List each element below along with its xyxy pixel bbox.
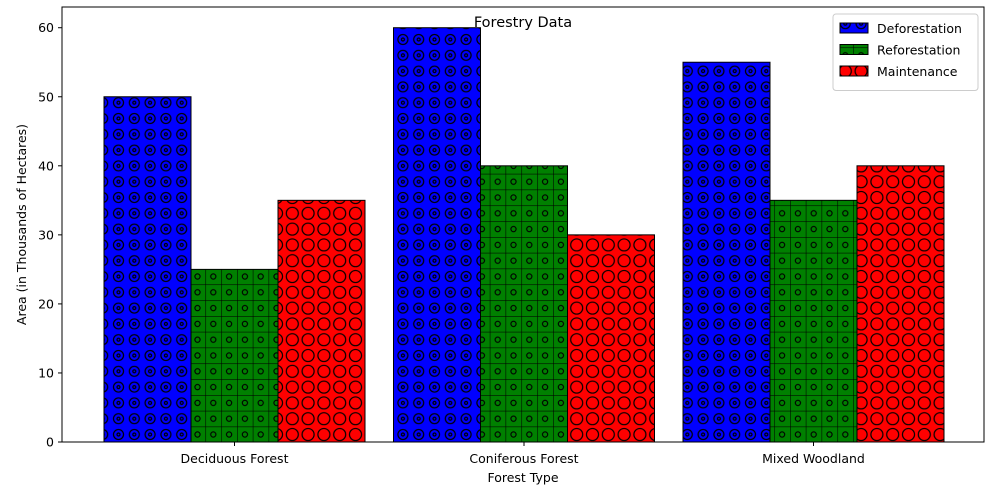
bar-reforestation-coniferous-forest [480, 165, 568, 443]
bar-deforestation-deciduous-forest [103, 96, 192, 443]
legend-item-reforestation: Reforestation [839, 43, 960, 58]
x-tick-label: Deciduous Forest [181, 451, 289, 466]
bar-reforestation-deciduous-forest [190, 268, 279, 443]
legend-label: Maintenance [877, 64, 958, 79]
plot-frame [61, 6, 985, 443]
legend-item-deforestation: Deforestation [839, 21, 962, 36]
legend-item-maintenance: Maintenance [839, 64, 958, 79]
x-axis: Deciduous Forest Coniferous Forest Mixed W… [181, 442, 865, 466]
x-tick-label: Mixed Woodland [762, 451, 865, 466]
chart-title: Forestry Data [474, 15, 572, 31]
bar-hatch [393, 27, 481, 443]
bar-hatch [769, 199, 858, 443]
x-tick-label: Coniferous Forest [469, 451, 578, 466]
bar-deforestation-coniferous-forest [393, 27, 481, 443]
bar-hatch [480, 165, 568, 443]
legend-swatch-hatch [839, 22, 869, 34]
legend: Deforestation Reforestation Maintenance [832, 13, 979, 91]
bar-maintenance-coniferous-forest [567, 234, 655, 443]
bar-deforestation-mixed-woodland [682, 61, 771, 443]
bar-hatch [682, 61, 771, 443]
x-axis-label: Forest Type [487, 470, 558, 485]
y-tick-label: 40 [38, 158, 54, 173]
y-tick-label: 10 [38, 365, 54, 380]
bar-hatch [567, 234, 655, 443]
legend-swatch-hatch [839, 44, 869, 55]
y-tick-label: 60 [38, 20, 54, 35]
y-axis-label: Area (in Thousands of Hectares) [14, 124, 29, 325]
legend-label: Deforestation [877, 21, 962, 36]
y-tick-label: 50 [38, 89, 54, 104]
y-tick-label: 30 [38, 227, 54, 242]
bars-group [103, 27, 945, 443]
bar-maintenance-mixed-woodland [856, 165, 945, 443]
y-axis: 0 10 20 30 40 50 60 [38, 20, 62, 450]
bar-hatch [856, 165, 945, 443]
bar-reforestation-mixed-woodland [769, 199, 858, 443]
bar-hatch [277, 199, 366, 443]
legend-label: Reforestation [877, 43, 960, 58]
legend-swatch-hatch [839, 65, 869, 77]
bar-hatch [190, 268, 279, 443]
y-tick-label: 20 [38, 296, 54, 311]
y-tick-label: 0 [46, 435, 54, 450]
bar-hatch [103, 96, 192, 443]
legend-box [832, 13, 979, 91]
bar-maintenance-deciduous-forest [277, 199, 366, 443]
